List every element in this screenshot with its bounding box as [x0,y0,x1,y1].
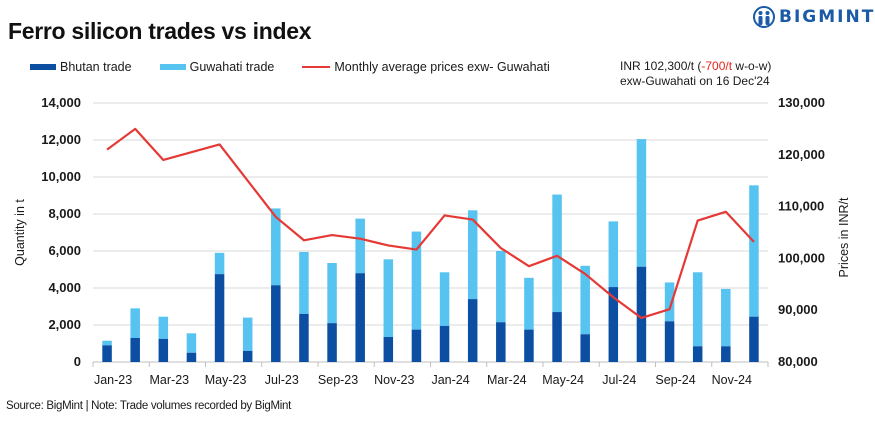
bar-bhutan [242,350,253,362]
bar-bhutan [721,346,731,362]
y-tick-label: 0 [74,354,81,369]
chart-plot: 0 2,000 4,000 6,000 8,000 10,000 12,000 14,000 8… [13,95,851,387]
bar-bhutan [664,321,675,362]
price-note-suffix: w-o-w) [732,59,772,73]
y-tick-label: 8,000 [48,206,81,221]
y2-tick-label: 120,000 [778,147,825,162]
bar-bhutan [383,337,394,362]
y2-tick-label: 100,000 [778,250,825,265]
legend-label-bhutan: Bhutan trade [60,60,132,74]
bar-guwahati [130,308,140,338]
bar-guwahati [355,218,365,274]
chart-legend: Bhutan trade Guwahati trade Monthly aver… [30,60,578,74]
bar-guwahati [102,340,112,346]
bar-bhutan [411,329,422,362]
legend-swatch-price [302,66,331,68]
bar-guwahati [749,185,759,317]
legend-label-guwahati: Guwahati trade [189,60,275,74]
legend-label-price: Monthly average prices exw- Guwahati [334,60,550,74]
bar-guwahati [327,263,337,324]
price-note-prefix: INR 102,300/t ( [620,59,702,73]
bar-bhutan [130,337,140,362]
x-tick-label: Nov-23 [374,373,414,387]
bar-guwahati [299,251,309,314]
bar-bhutan [608,287,619,362]
legend-item-price: Monthly average prices exw- Guwahati [302,60,550,74]
x-tick-label: Jul-23 [265,373,299,387]
y2-tick-label: 90,000 [778,302,818,317]
bar-guwahati [439,272,450,326]
bar-guwahati [467,210,478,300]
bar-bhutan [636,266,647,362]
x-tick-label: Nov-24 [712,373,752,387]
price-note: INR 102,300/t (-700/t w-o-w) exw-Guwahat… [620,59,771,89]
x-tick-label: May-24 [542,373,584,387]
bar-bhutan [158,338,169,362]
logo-text: BIGMINT [779,7,875,27]
bar-bhutan [749,316,759,362]
bar-guwahati [608,221,619,288]
bar-bhutan [496,322,506,362]
bar-bhutan [327,323,337,362]
bar-bhutan [692,346,703,362]
bar-guwahati [158,316,169,339]
bar-guwahati [383,259,394,338]
bar-guwahati [580,265,590,335]
x-tick-label: May-23 [205,373,247,387]
bar-bhutan [102,345,112,362]
x-tick-label: Jul-24 [602,373,636,387]
legend-swatch-guwahati [159,64,186,70]
price-note-line2: exw-Guwahati on 16 Dec'24 [620,74,770,88]
bar-bhutan [271,285,281,362]
bar-bhutan [299,313,309,362]
y-tick-label: 4,000 [48,280,81,295]
bar-guwahati [411,231,422,330]
price-change: -700/t [701,59,733,73]
y-axis-title: Quantity in t [13,199,27,266]
price-line [106,127,755,320]
bar-guwahati [692,272,703,347]
x-tick-label: Jan-23 [94,373,132,387]
bar-bhutan [552,312,562,362]
x-tick-label: Sep-24 [655,373,695,387]
bar-bhutan [580,334,590,362]
price-note-line1: INR 102,300/t (-700/t w-o-w) [620,59,771,74]
y-tick-label: 6,000 [48,243,81,258]
y-tick-label: 12,000 [41,132,81,147]
bar-guwahati [214,252,225,275]
bar-bhutan [186,352,197,362]
bar-bhutan [355,273,365,362]
bar-guwahati [636,139,647,267]
chart-title: Ferro silicon trades vs index [8,18,312,44]
y2-axis-title: Prices in INR/t [837,197,851,277]
bar-guwahati [271,208,281,286]
bar-guwahati [664,282,675,322]
x-tick-label: Jan-24 [431,373,469,387]
bar-bhutan [524,329,534,362]
bar-guwahati [242,317,253,351]
y2-tick-label: 130,000 [778,95,825,110]
x-tick-label: Mar-23 [150,373,190,387]
y2-tick-label: 110,000 [778,199,824,214]
legend-item-guwahati: Guwahati trade [159,60,275,74]
bar-guwahati [552,194,562,313]
bar-guwahati [524,277,534,330]
bar-bhutan [467,299,478,362]
y-tick-label: 2,000 [48,317,81,332]
brand-logo: BIGMINT [753,6,875,28]
bar-bhutan [439,325,450,362]
legend-item-bhutan: Bhutan trade [30,60,132,74]
y-tick-label: 10,000 [41,169,81,184]
bar-guwahati [186,333,197,353]
x-tick-label: Sep-23 [318,373,358,387]
bigmint-people-icon [753,6,775,28]
bar-guwahati [496,251,506,323]
x-tick-label: Mar-24 [487,373,527,387]
y-tick-label: 14,000 [41,95,81,110]
legend-swatch-bhutan [30,64,56,70]
bar-guwahati [721,288,731,347]
bar-bhutan [214,274,225,362]
source-note: Source: BigMint | Note: Trade volumes re… [6,400,292,412]
y2-tick-label: 80,000 [778,354,818,369]
